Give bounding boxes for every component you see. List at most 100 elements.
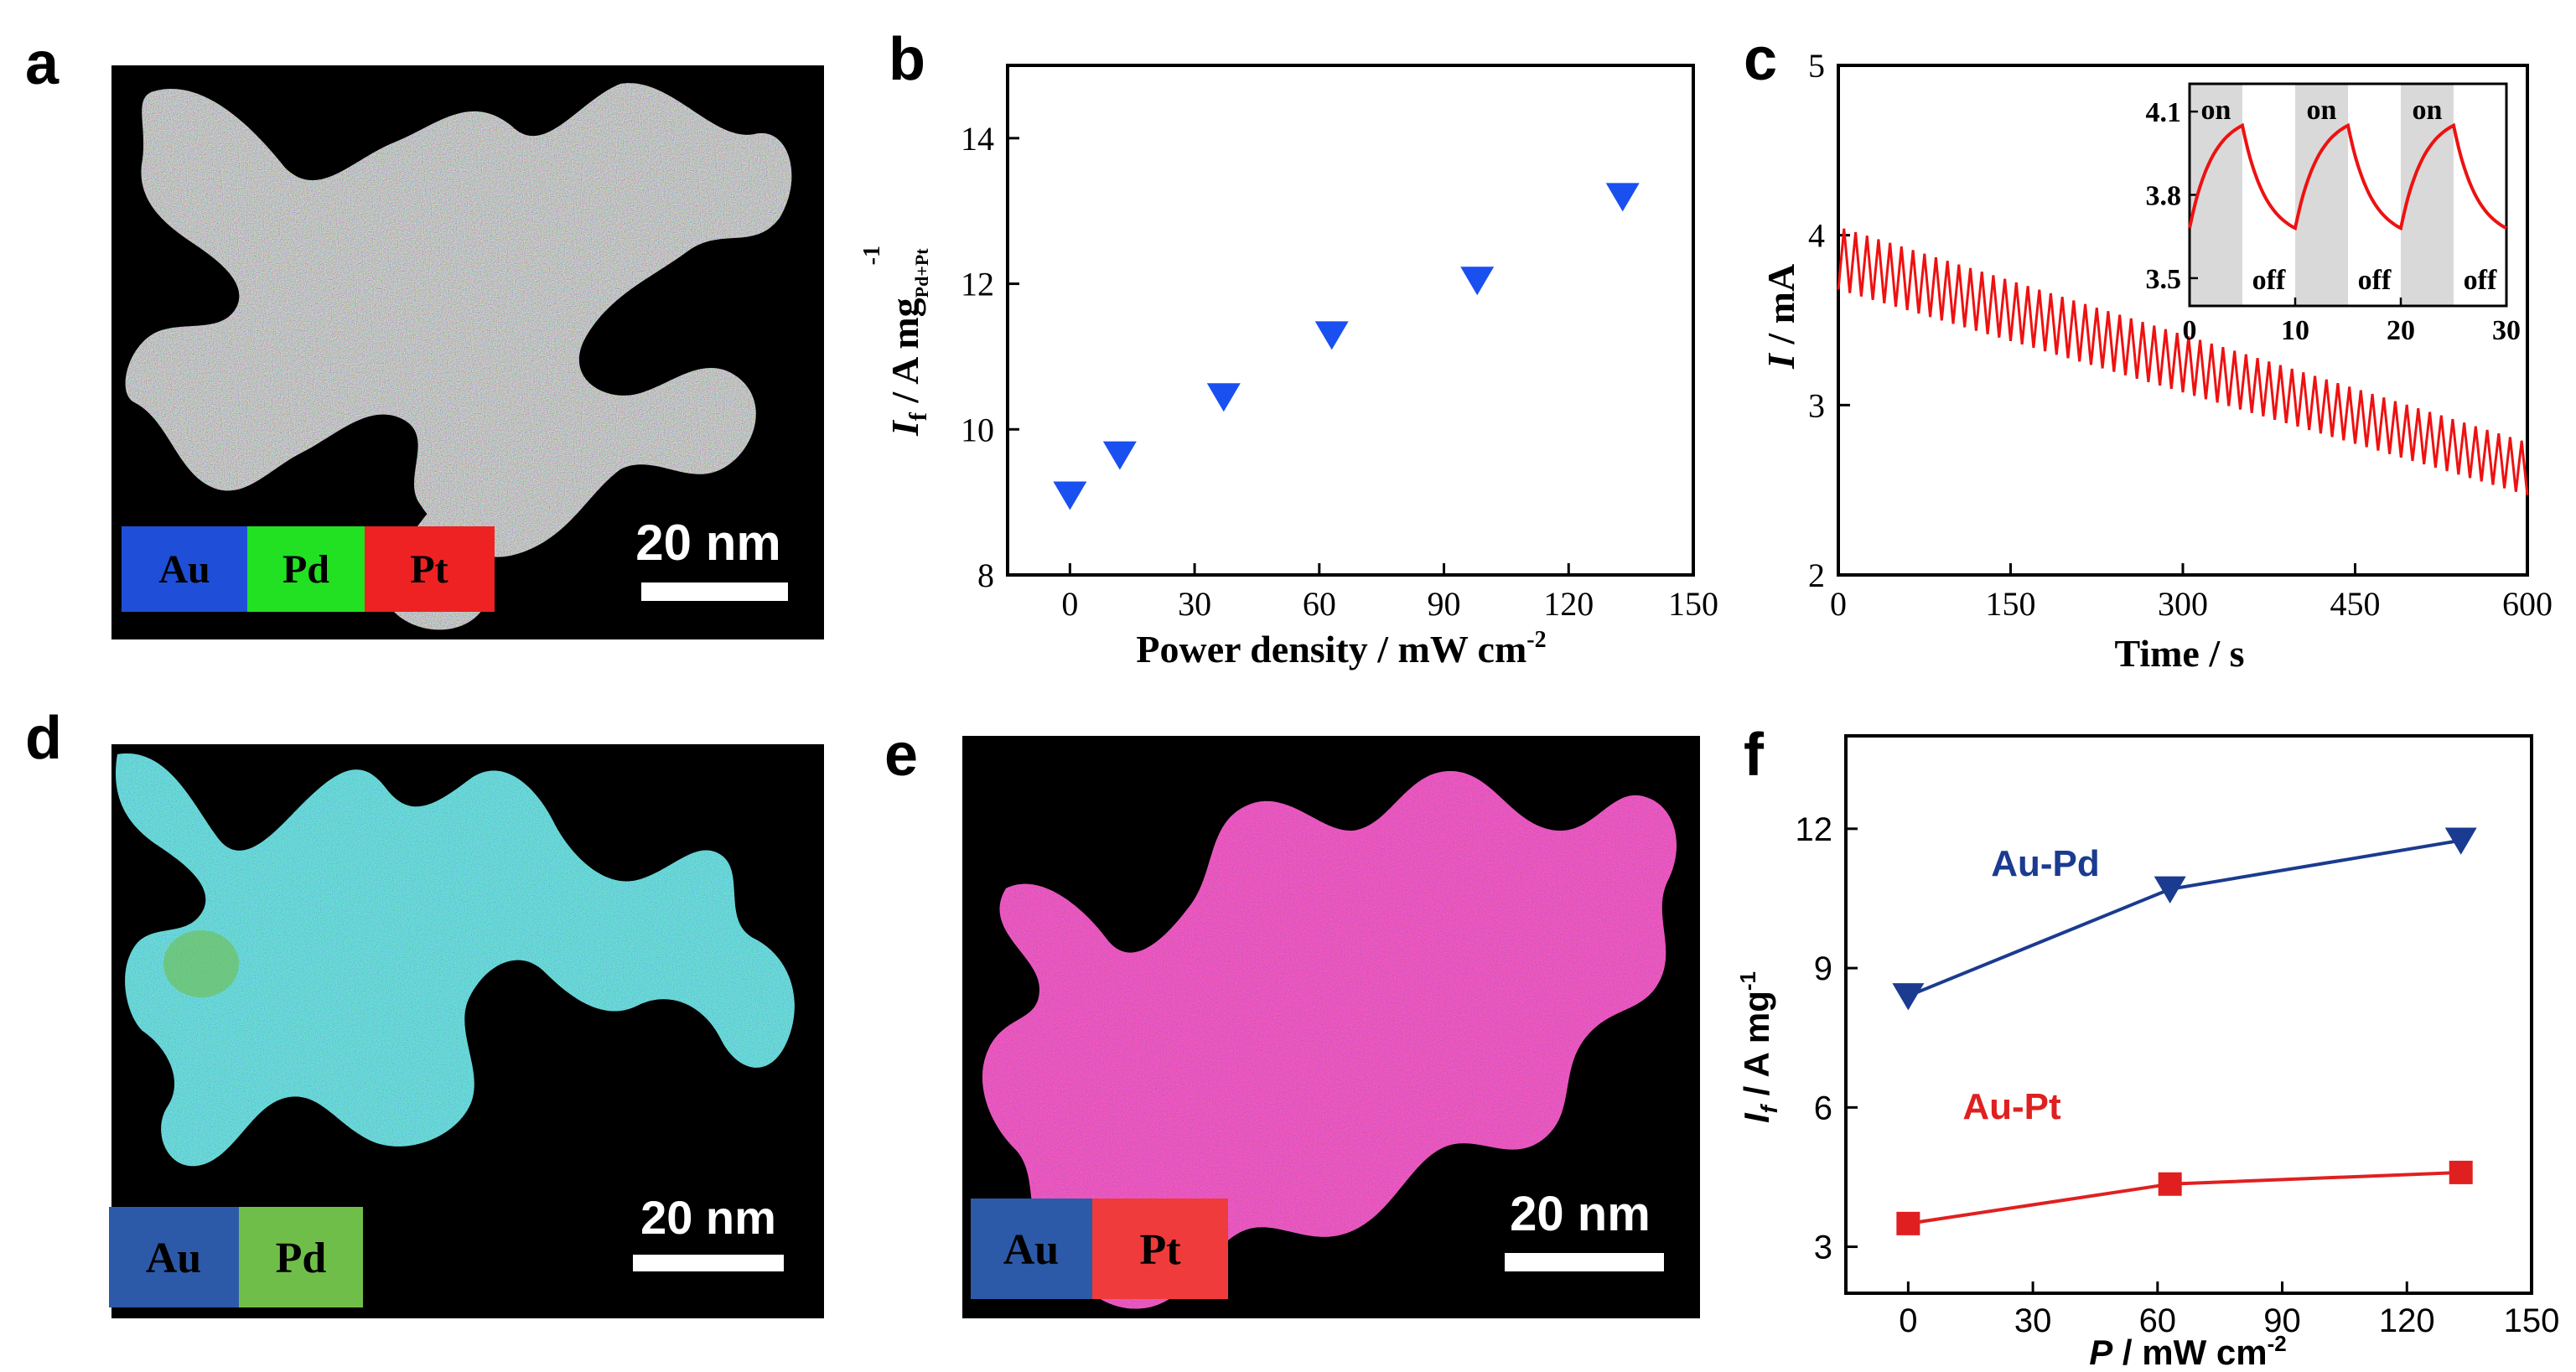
- panel-a-legend-pt-swatch: [365, 526, 495, 612]
- chart-c-xaxis: 0 150 300 450 600: [1830, 563, 2553, 623]
- chart-f-legend-aupd: Au-Pd: [1991, 843, 2100, 884]
- chart-b-xtick-label: 90: [1428, 585, 1461, 623]
- chart-c-xlabel: Time / s: [2114, 632, 2244, 675]
- panel-a: a Au Pd Pt 20 nm: [25, 30, 824, 639]
- chart-b-ytick-label: 10: [961, 411, 994, 448]
- chart-f-point: [2444, 827, 2477, 855]
- panel-d-legend-pd: Pd: [276, 1235, 327, 1282]
- chart-f-series-line: [1908, 1170, 2461, 1225]
- panel-d-scale-bar: [633, 1255, 784, 1271]
- chart-f-xtick-label: 30: [2014, 1302, 2052, 1339]
- panel-d-label: d: [25, 705, 62, 772]
- chart-b-point: [1314, 321, 1349, 350]
- panel-a-legend-pd-swatch: [247, 526, 365, 612]
- chart-b-xtick-label: 60: [1303, 585, 1336, 623]
- chart-c-inset-yaxis: 3.5 3.8 4.1: [2146, 97, 2198, 295]
- chart-b-ytick-label: 14: [961, 120, 994, 158]
- panel-d-legend-au: Au: [146, 1235, 201, 1282]
- chart-f-point: [2449, 1160, 2473, 1184]
- panel-e-legend-au-swatch: [971, 1199, 1092, 1299]
- chart-f-ytick-label: 9: [1814, 950, 1832, 987]
- chart-f-xtick-label: 60: [2139, 1302, 2177, 1339]
- panel-e-scale-label: 20 nm: [1510, 1187, 1651, 1241]
- chart-b-xtick-label: 0: [1061, 585, 1078, 623]
- panel-f-label: f: [1744, 722, 1765, 789]
- panel-b-label: b: [889, 26, 925, 93]
- panel-d-scale-label: 20 nm: [640, 1191, 776, 1244]
- chart-c-inset-xtick-label: 0: [2183, 315, 2197, 346]
- chart-c-inset-on-label: on: [2201, 95, 2231, 126]
- panel-d: d Au Pd 20 nm: [25, 705, 824, 1318]
- panel-e-label: e: [884, 722, 918, 789]
- panel-a-legend-pt: Pt: [410, 547, 448, 592]
- chart-b-xtick-label: 150: [1668, 585, 1718, 623]
- chart-f-xtick-label: 0: [1899, 1302, 1917, 1339]
- chart-c-inset-off-label: off: [2358, 265, 2392, 296]
- chart-c-inset: 3.5 3.8 4.1 0 10 20 30 on off on off on off: [2146, 82, 2521, 346]
- chart-c-inset-line: [2188, 122, 2507, 231]
- chart-f-series: [1892, 827, 2477, 1235]
- chart-c-inset-ytick-label: 3.5: [2146, 264, 2182, 295]
- chart-c-ytick-label: 3: [1808, 386, 1825, 424]
- panel-f: f 3 6 9 12 0 30 60 90 120 150 Au-Pd Au-Pt P / mW…: [1735, 722, 2559, 1372]
- panel-e: e Au Pt 20 nm: [884, 722, 1700, 1318]
- chart-f-xtick-label: 120: [2379, 1302, 2435, 1339]
- chart-b-point: [1206, 383, 1241, 412]
- chart-f-point: [1896, 1211, 1920, 1235]
- chart-f-ylabel: If / A mg-1: [1735, 971, 1782, 1123]
- chart-b-yaxis: 8 10 12 14: [961, 120, 1019, 594]
- chart-c-inset-xtick-label: 30: [2492, 315, 2521, 346]
- chart-b-ylabel: If / A mgPd+Pt-1: [859, 246, 932, 437]
- chart-f-point: [1892, 983, 1925, 1011]
- chart-b-point: [1460, 267, 1495, 296]
- chart-f-ytick-label: 3: [1814, 1230, 1832, 1266]
- panel-e-scale-bar: [1505, 1253, 1664, 1271]
- panel-a-legend-pd: Pd: [282, 547, 329, 592]
- chart-b-xlabel: Power density / mW cm-2: [1136, 627, 1546, 670]
- chart-c-xtick-label: 0: [1830, 585, 1847, 623]
- chart-f-legend-aupt: Au-Pt: [1962, 1086, 2061, 1127]
- panel-e-legend-pt: Pt: [1139, 1226, 1181, 1274]
- chart-c-inset-xtick-label: 20: [2387, 315, 2415, 346]
- chart-b-xtick-label: 120: [1543, 585, 1594, 623]
- chart-b-points: [1053, 183, 1640, 510]
- chart-c-inset-ytick-label: 3.8: [2146, 181, 2182, 212]
- chart-f-point: [2154, 876, 2186, 903]
- chart-b-ytick-label: 12: [961, 266, 994, 303]
- chart-f-ytick-label: 12: [1796, 811, 1833, 848]
- panel-b: b 8 10 12 14 0 30 60 90 120 150 Power density / …: [859, 26, 1718, 670]
- chart-c-inset-off-label: off: [2464, 265, 2497, 296]
- panel-e-legend-pt-swatch: [1092, 1199, 1228, 1299]
- chart-c-inset-off-label: off: [2252, 265, 2286, 296]
- chart-c-inset-on-label: on: [2413, 95, 2443, 126]
- chart-c-xtick-label: 450: [2330, 585, 2381, 623]
- chart-c-ylabel: I / mA: [1760, 264, 1802, 370]
- chart-f-ytick-label: 6: [1814, 1090, 1832, 1126]
- chart-c-ytick-label: 5: [1808, 47, 1825, 85]
- chart-c-inset-xtick-label: 10: [2281, 315, 2309, 346]
- chart-c-inset-ytick-label: 4.1: [2146, 97, 2182, 128]
- chart-b-frame: [1006, 64, 1695, 577]
- panel-a-legend-au: Au: [158, 547, 210, 592]
- chart-b-xtick-label: 30: [1178, 585, 1211, 623]
- chart-b-ytick-label: 8: [977, 557, 994, 594]
- chart-b-point: [1053, 481, 1087, 510]
- panel-a-legend-au-swatch: [122, 526, 247, 612]
- chart-f-frame: [1844, 734, 2533, 1295]
- chart-b-point: [1605, 183, 1640, 212]
- panel-a-label: a: [25, 30, 60, 97]
- chart-f-point: [2158, 1172, 2182, 1196]
- panel-d-legend-au-swatch: [109, 1207, 239, 1307]
- panel-d-legend-pd-swatch: [239, 1207, 363, 1307]
- chart-f-xaxis: 0 30 60 90 120 150: [1899, 1281, 2559, 1339]
- panel-e-legend: Au Pt: [971, 1199, 1228, 1299]
- chart-b-xaxis: 0 30 60 90 120 150: [1061, 563, 1718, 623]
- chart-c-xtick-label: 600: [2502, 585, 2553, 623]
- chart-c-inset-on-label: on: [2307, 95, 2337, 126]
- chart-b-point: [1102, 441, 1137, 470]
- chart-c-ytick-label: 2: [1808, 557, 1825, 594]
- chart-c-xtick-label: 300: [2158, 585, 2208, 623]
- panel-a-scale-bar: [641, 582, 788, 601]
- panel-e-legend-au: Au: [1003, 1226, 1059, 1274]
